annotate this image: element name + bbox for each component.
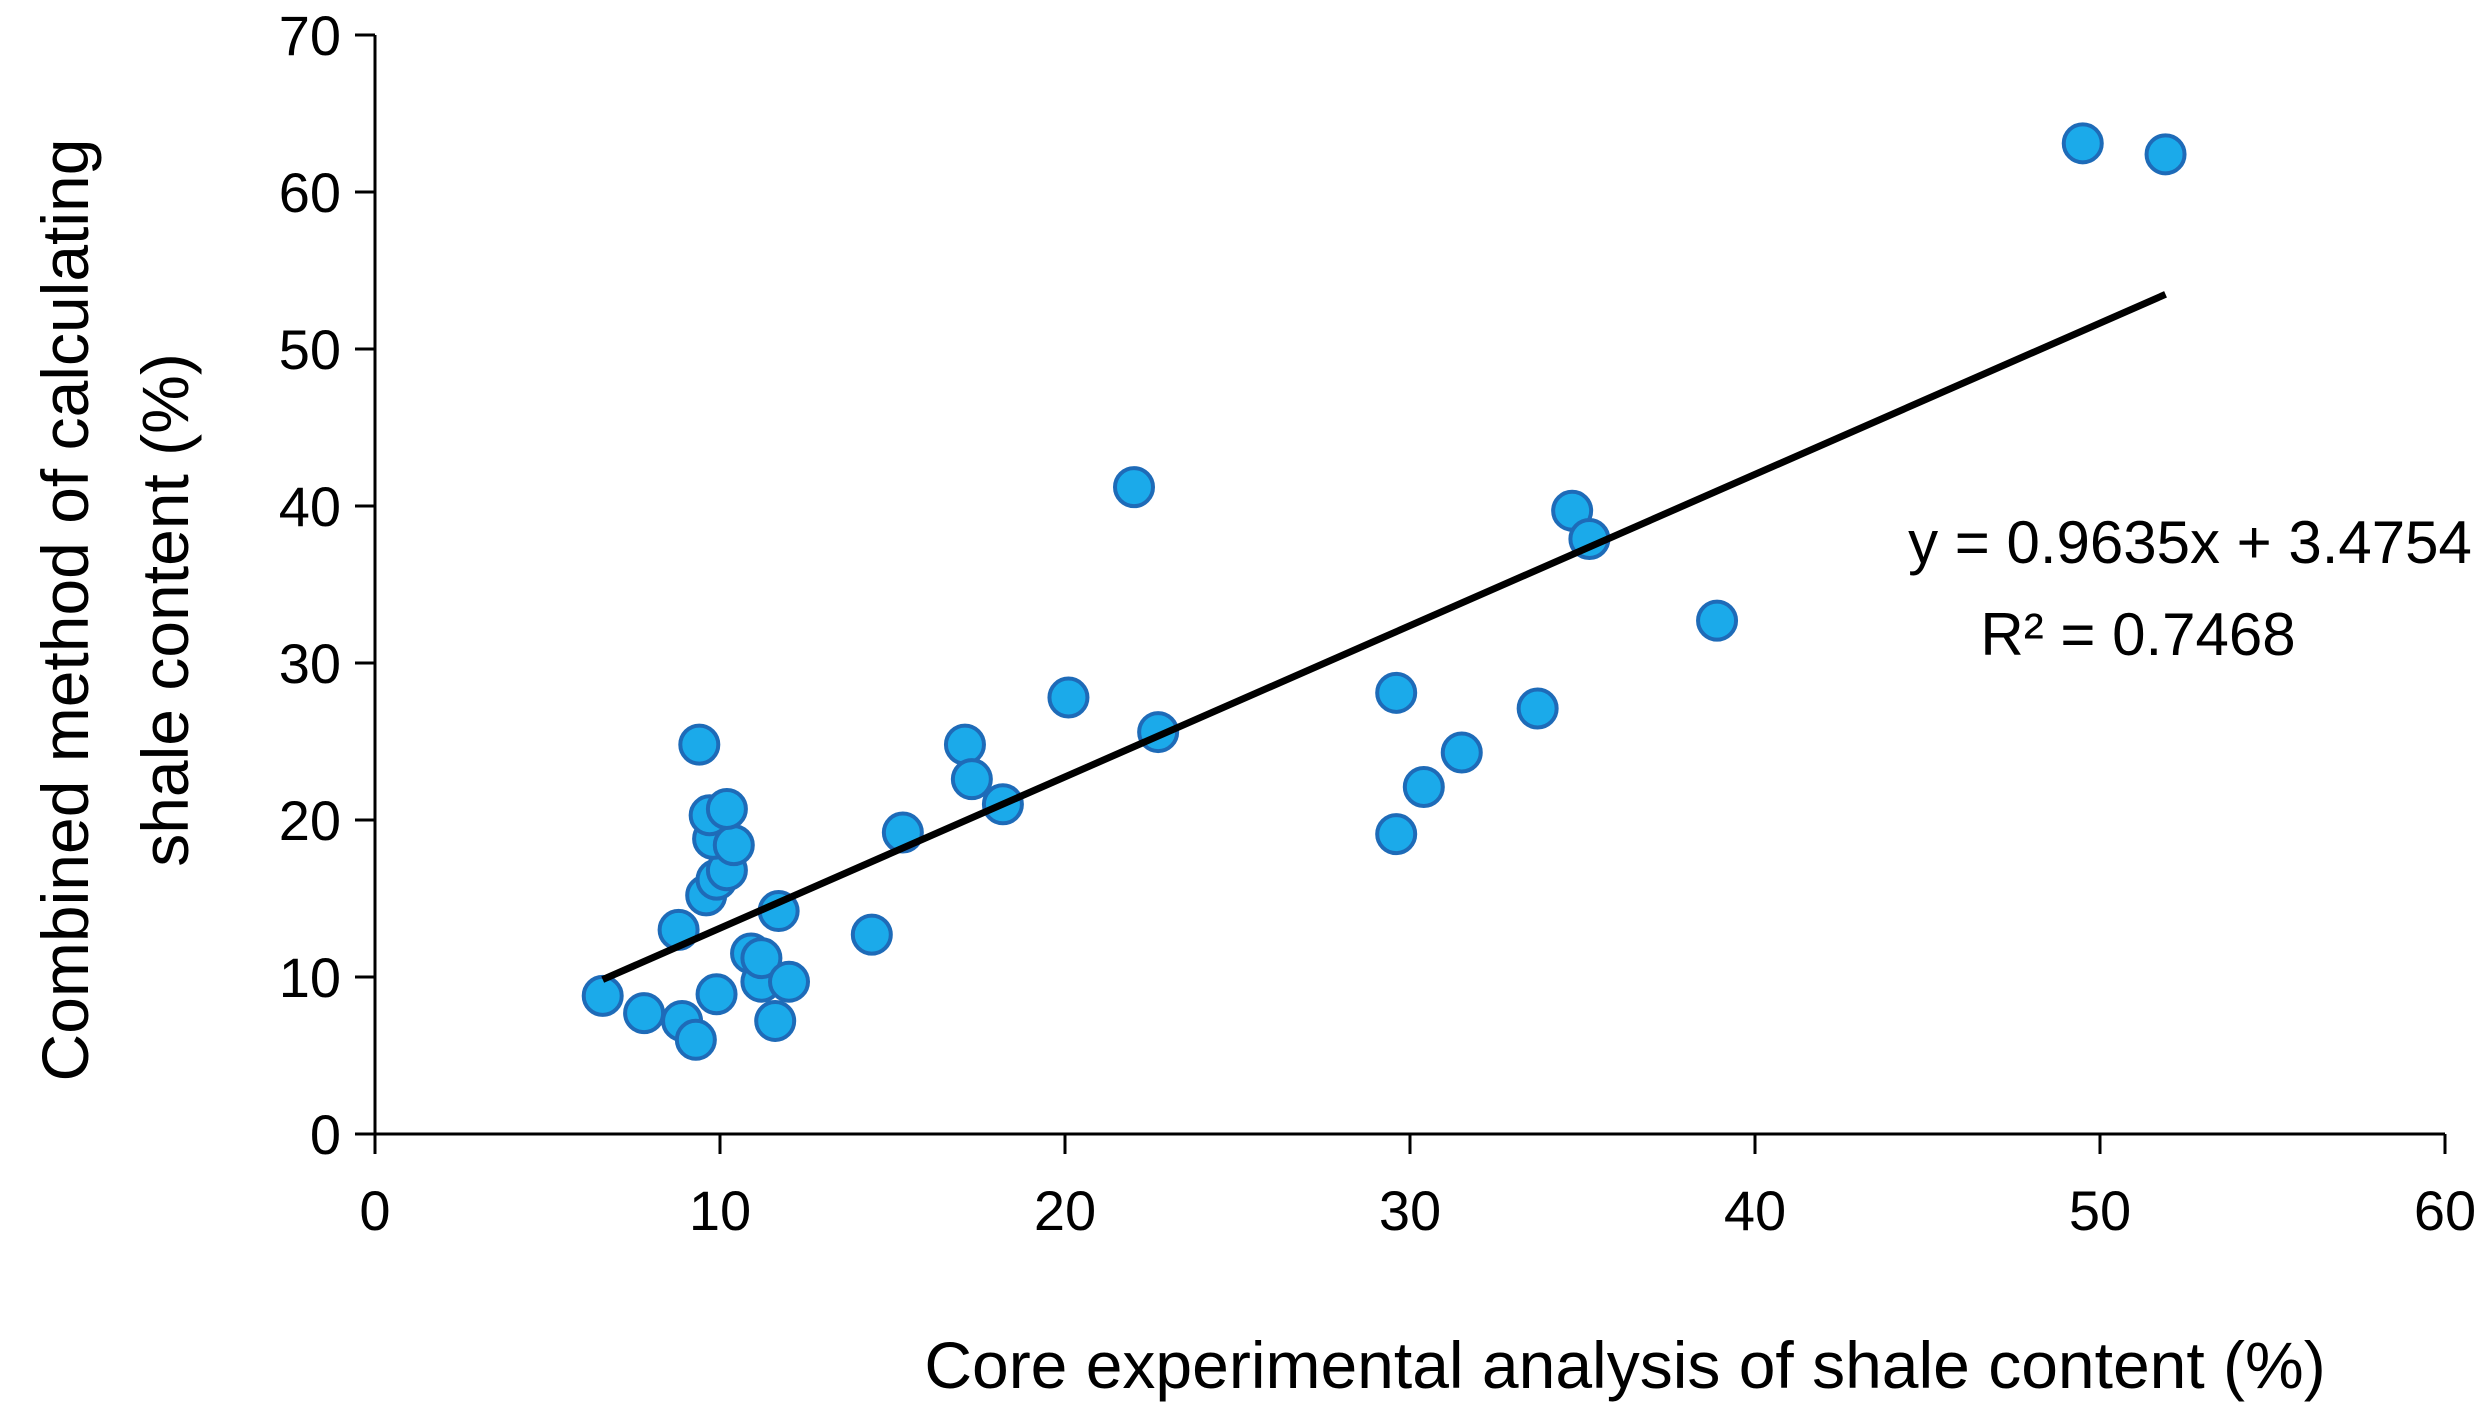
data-point — [674, 1018, 717, 1061]
data-point — [768, 960, 810, 1003]
x-tick-label: 50 — [2069, 1179, 2131, 1242]
trendline-r-squared: R² = 0.7468 — [1980, 601, 2295, 668]
trendline-group — [601, 291, 2167, 983]
y-tick-label: 70 — [279, 4, 341, 67]
data-point — [850, 913, 893, 956]
data-point — [581, 974, 624, 1017]
data-point — [705, 788, 748, 831]
data-point — [1516, 687, 1559, 730]
x-tick-label: 10 — [689, 1179, 751, 1242]
data-point — [1047, 676, 1090, 719]
x-tick-label: 20 — [1034, 1179, 1096, 1242]
trendline — [601, 291, 2167, 983]
axes — [373, 35, 2445, 1136]
data-point — [2144, 133, 2187, 176]
data-point — [623, 992, 666, 1035]
y-axis-title-line-2: shale content (%) — [128, 353, 202, 867]
y-tick-label: 40 — [279, 475, 341, 538]
data-point — [1402, 766, 1445, 809]
data-point — [740, 937, 783, 980]
data-point — [1440, 731, 1483, 774]
x-tick-label: 0 — [359, 1179, 390, 1242]
x-axis-title: Core experimental analysis of shale cont… — [924, 1328, 2325, 1402]
x-tick-label: 60 — [2414, 1179, 2476, 1242]
y-tick-label: 50 — [279, 318, 341, 381]
y-tick-label: 30 — [279, 632, 341, 695]
y-ticks: 0 10 20 30 40 50 60 70 — [279, 4, 375, 1166]
data-point — [943, 723, 986, 766]
data-point — [950, 758, 993, 801]
y-tick-label: 10 — [279, 946, 341, 1009]
x-ticks: 0 10 20 30 40 50 60 — [359, 1134, 2476, 1242]
y-tick-label: 20 — [279, 789, 341, 852]
data-point — [1375, 671, 1418, 714]
x-tick-label: 30 — [1379, 1179, 1441, 1242]
y-axis-title-line-1: Combined method of calculating — [28, 139, 102, 1082]
data-point — [754, 999, 797, 1042]
data-points — [581, 122, 2187, 1061]
data-point — [1113, 466, 1155, 509]
data-point — [695, 973, 738, 1016]
data-point — [1696, 599, 1739, 642]
y-tick-label: 0 — [310, 1103, 341, 1166]
y-tick-label: 60 — [279, 161, 341, 224]
trendline-equation: y = 0.9635x + 3.4754 — [1908, 509, 2472, 576]
data-point — [2061, 122, 2104, 165]
data-point — [1375, 813, 1418, 856]
data-point — [678, 723, 721, 766]
x-tick-label: 40 — [1724, 1179, 1786, 1242]
